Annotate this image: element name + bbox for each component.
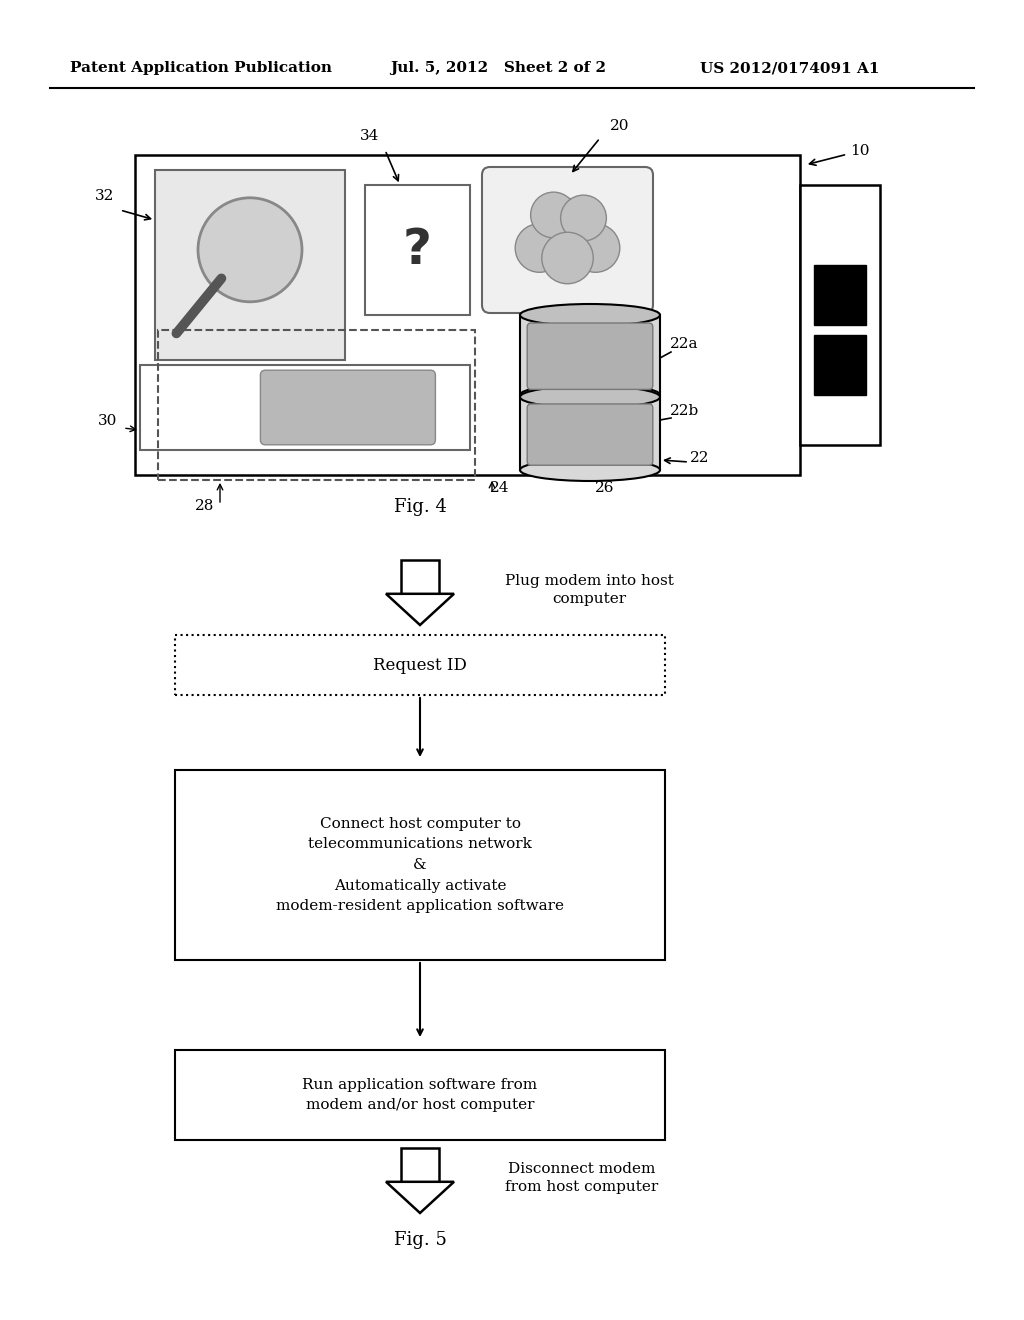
Text: 20: 20 (610, 119, 630, 133)
Text: 22: 22 (690, 451, 710, 465)
Text: 28: 28 (196, 499, 215, 513)
Text: Plug modem into host
computer: Plug modem into host computer (505, 574, 674, 606)
Circle shape (530, 193, 577, 238)
Text: Run application software from
modem and/or host computer: Run application software from modem and/… (302, 1078, 538, 1111)
Bar (175, 1049, 665, 1140)
Text: Fig. 5: Fig. 5 (393, 1232, 446, 1249)
Circle shape (560, 195, 606, 240)
Circle shape (571, 223, 620, 272)
Text: Jul. 5, 2012   Sheet 2 of 2: Jul. 5, 2012 Sheet 2 of 2 (390, 61, 606, 75)
Bar (800, 185, 880, 445)
Ellipse shape (520, 384, 660, 407)
Polygon shape (386, 594, 454, 624)
Text: 32: 32 (95, 189, 115, 203)
Bar (814, 265, 866, 325)
Text: US 2012/0174091 A1: US 2012/0174091 A1 (700, 61, 880, 75)
Text: Patent Application Publication: Patent Application Publication (70, 61, 332, 75)
Text: 26: 26 (595, 480, 614, 495)
Circle shape (542, 232, 593, 284)
Text: 30: 30 (98, 414, 118, 428)
Bar (365, 185, 470, 315)
Text: 22a: 22a (670, 337, 698, 351)
Bar (158, 330, 475, 480)
FancyBboxPatch shape (527, 404, 653, 465)
Text: Connect host computer to
telecommunications network
&
Automatically activate
mod: Connect host computer to telecommunicati… (276, 817, 564, 913)
Ellipse shape (520, 304, 660, 326)
Bar (140, 366, 470, 450)
Bar (155, 170, 345, 360)
Bar (401, 1148, 439, 1181)
Bar (520, 397, 660, 470)
FancyBboxPatch shape (527, 323, 653, 389)
Bar (401, 560, 439, 594)
Text: 22b: 22b (670, 404, 699, 418)
Bar (814, 335, 866, 395)
Circle shape (536, 198, 599, 261)
Bar (175, 635, 665, 696)
Text: 34: 34 (360, 129, 380, 143)
Circle shape (198, 198, 302, 302)
Polygon shape (386, 1181, 454, 1213)
Ellipse shape (520, 385, 660, 408)
Circle shape (515, 223, 564, 272)
Ellipse shape (520, 459, 660, 480)
FancyBboxPatch shape (260, 370, 435, 445)
Text: 24: 24 (490, 480, 510, 495)
Text: Request ID: Request ID (373, 656, 467, 673)
Text: Fig. 4: Fig. 4 (393, 498, 446, 516)
Text: ?: ? (403, 226, 432, 275)
Bar (135, 154, 800, 475)
Text: 10: 10 (810, 144, 869, 165)
Bar (520, 315, 660, 395)
Bar (175, 770, 665, 960)
FancyBboxPatch shape (482, 168, 653, 313)
Text: Disconnect modem
from host computer: Disconnect modem from host computer (505, 1162, 658, 1195)
